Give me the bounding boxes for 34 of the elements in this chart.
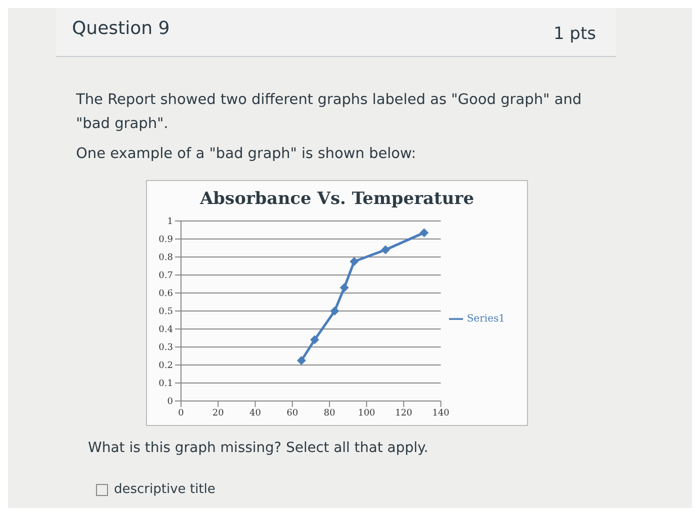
text: The Report showed two different graphs labeled as "Good graph" and "bad graph". (76, 91, 583, 134)
y-tick-label: 0.8 (158, 253, 174, 264)
y-tick-label: 0.5 (158, 307, 174, 318)
x-tick-label: 120 (395, 408, 413, 418)
y-tick-label: 0.2 (158, 361, 173, 372)
y-tick-label: 0.6 (158, 289, 174, 300)
y-tick-label: 0.7 (158, 271, 174, 282)
x-tick-label: 40 (250, 408, 262, 418)
text: What is this graph missing? Select all that apply. (88, 440, 428, 456)
point (330, 306, 340, 316)
y-tick-label: 0.9 (158, 235, 174, 246)
text: One example of a "bad graph" is shown below: (76, 146, 416, 162)
point (296, 356, 306, 365)
y-tick-label: 0 (167, 397, 174, 408)
legend-label: Series1 (466, 314, 505, 325)
text: 1 pts (553, 24, 596, 44)
text: Question 9 (72, 18, 170, 39)
y-tick-label: 0.1 (158, 379, 173, 390)
point (350, 257, 359, 266)
x-tick-label: 140 (432, 408, 450, 418)
x-tick-label: 60 (286, 408, 298, 418)
x-tick-label: 100 (358, 408, 376, 418)
text: descriptive title (113, 482, 216, 497)
y-tick-label: 0.4 (158, 325, 174, 336)
x-tick-label: 80 (324, 408, 336, 418)
chart-title: Absorbance Vs. Temperature (198, 188, 476, 211)
y-tick-label: 0.3 (158, 343, 174, 354)
point (340, 283, 349, 292)
x-tick-label: 20 (212, 408, 224, 418)
point (420, 228, 429, 238)
point (381, 245, 390, 254)
x-tick-label: 0 (178, 408, 184, 418)
y-tick-label: 1 (167, 217, 173, 228)
point (310, 335, 320, 344)
